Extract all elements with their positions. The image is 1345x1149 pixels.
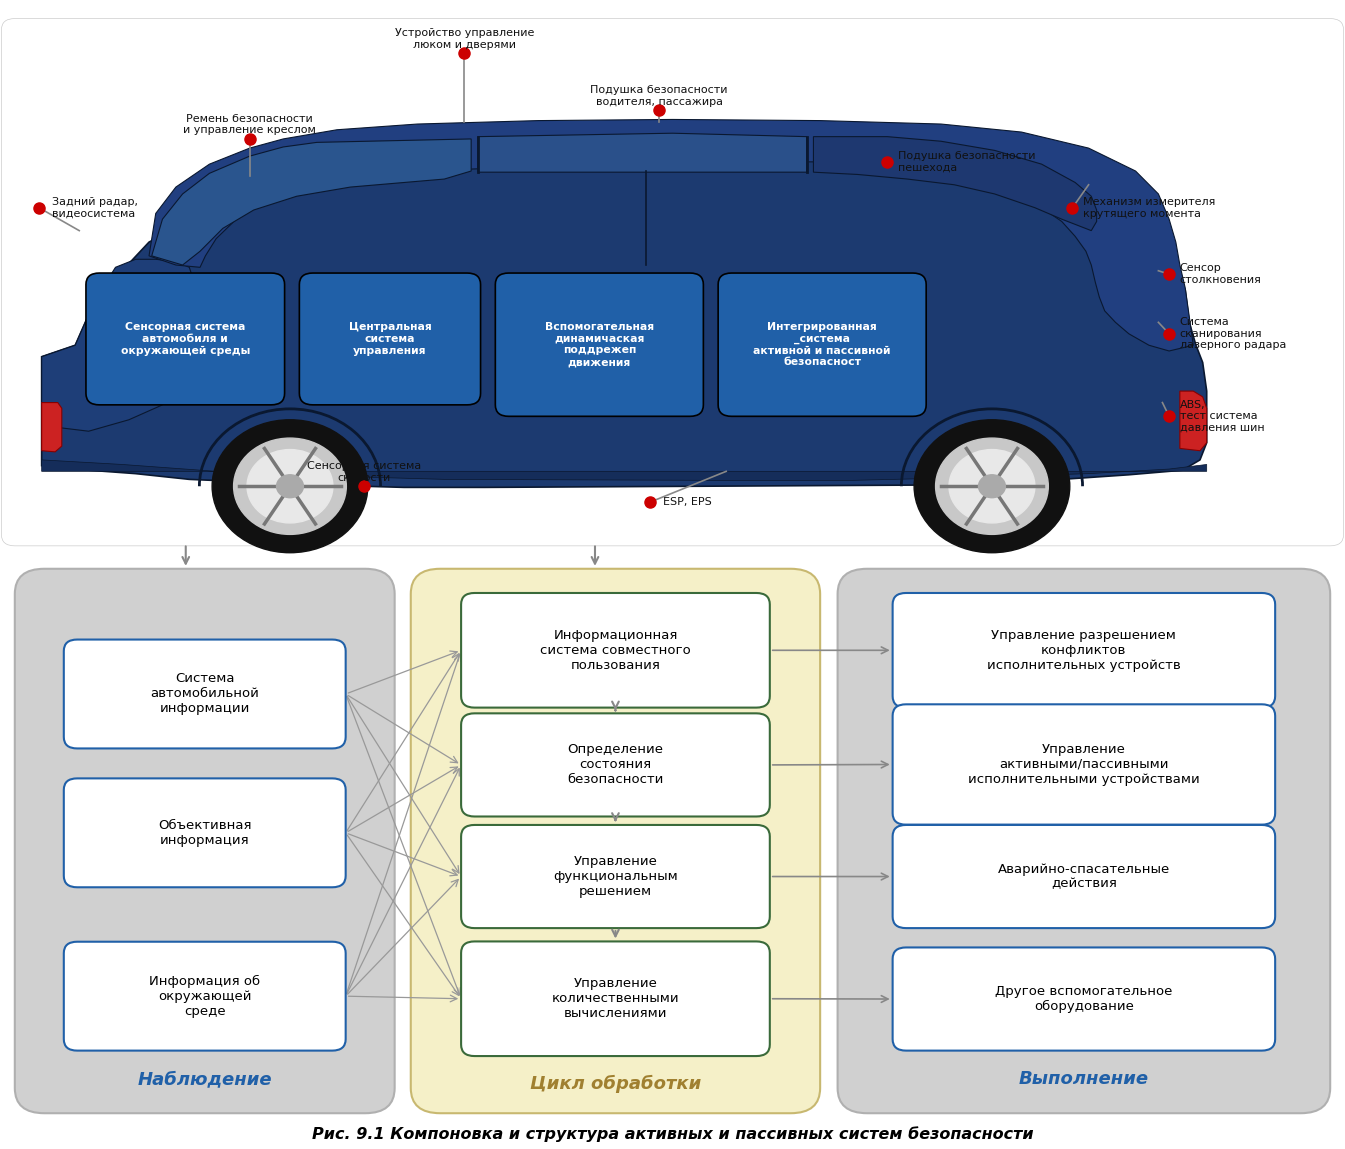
Circle shape [936,438,1048,534]
Text: Другое вспомогательное
оборудование: Другое вспомогательное оборудование [995,985,1173,1013]
Circle shape [213,419,367,553]
Circle shape [979,475,1005,498]
Text: Выполнение: Выполнение [1018,1070,1149,1088]
Text: Управление
количественными
вычислениями: Управление количественными вычислениями [551,978,679,1020]
Circle shape [950,449,1034,523]
FancyBboxPatch shape [1,18,1344,546]
FancyBboxPatch shape [461,825,769,928]
Text: Подушка безопасности
водителя, пассажира: Подушка безопасности водителя, пассажира [590,85,728,107]
FancyBboxPatch shape [461,593,769,708]
Text: Центральная
система
управления: Центральная система управления [348,323,432,355]
Polygon shape [152,139,471,265]
FancyBboxPatch shape [893,704,1275,825]
FancyBboxPatch shape [718,273,927,416]
FancyBboxPatch shape [838,569,1330,1113]
Text: Управление
активными/пассивными
исполнительными устройствами: Управление активными/пассивными исполнит… [968,743,1200,786]
Text: ABS,
тест система
давления шин: ABS, тест система давления шин [1180,400,1264,433]
Text: Аварийно-спасательные
действия: Аварийно-спасательные действия [998,863,1170,890]
Circle shape [247,449,334,523]
Circle shape [234,438,347,534]
Text: Вспомогательная
динамичаская
поддрежеп
движения: Вспомогательная динамичаская поддрежеп д… [545,322,654,367]
Circle shape [915,419,1069,553]
Text: Сенсорная система
скорости: Сенсорная система скорости [307,461,421,483]
Text: Система
автомобильной
информации: Система автомобильной информации [151,672,260,716]
Polygon shape [42,402,62,452]
FancyBboxPatch shape [893,948,1275,1050]
Text: Сенсорная система
автомобиля и
окружающей среды: Сенсорная система автомобиля и окружающе… [121,323,250,355]
FancyBboxPatch shape [461,941,769,1056]
FancyBboxPatch shape [86,273,285,404]
Text: Интегрированная
_система
активной и пассивной
безопасност: Интегрированная _система активной и пасс… [753,322,890,368]
FancyBboxPatch shape [495,273,703,416]
Text: Ремень безопасности
и управление креслом: Ремень безопасности и управление креслом [183,114,316,136]
Text: ESP, EPS: ESP, EPS [663,498,712,508]
Circle shape [277,475,304,498]
Polygon shape [42,460,1206,480]
Text: Определение
состояния
безопасности: Определение состояния безопасности [568,743,663,786]
Text: Задний радар,
видеосистема: Задний радар, видеосистема [52,196,139,218]
Polygon shape [814,137,1096,231]
Text: Управление разрешением
конфликтов
исполнительных устройств: Управление разрешением конфликтов исполн… [987,629,1181,672]
Text: Наблюдение: Наблюдение [137,1070,272,1088]
Text: Подушка безопасности
пешехода: Подушка безопасности пешехода [898,151,1036,172]
FancyBboxPatch shape [893,593,1275,708]
Text: Рис. 9.1 Компоновка и структура активных и пассивных систем безопасности: Рис. 9.1 Компоновка и структура активных… [312,1126,1033,1142]
Polygon shape [149,119,1193,350]
FancyBboxPatch shape [63,640,346,748]
Text: Механизм измерителя
крутящего момента: Механизм измерителя крутящего момента [1083,196,1216,218]
Polygon shape [477,133,807,172]
FancyBboxPatch shape [15,569,394,1113]
Text: Объективная
информация: Объективная информация [157,819,252,847]
FancyBboxPatch shape [300,273,480,404]
FancyBboxPatch shape [893,825,1275,928]
FancyBboxPatch shape [461,714,769,817]
FancyBboxPatch shape [410,569,820,1113]
Text: Устройство управление
люком и дверями: Устройство управление люком и дверями [395,28,534,49]
Text: Система
сканирования
лазерного радара: Система сканирования лазерного радара [1180,317,1286,350]
Polygon shape [42,260,203,431]
Text: Цикл обработки: Цикл обработки [530,1074,701,1093]
Text: Сенсор
столкновения: Сенсор столкновения [1180,263,1262,285]
Text: Управление
функциональным
решением: Управление функциональным решением [553,855,678,899]
Text: Информация об
окружающей
среде: Информация об окружающей среде [149,974,261,1018]
FancyBboxPatch shape [63,942,346,1050]
FancyBboxPatch shape [63,778,346,887]
Text: Информационная
система совместного
пользования: Информационная система совместного польз… [541,629,691,672]
Polygon shape [1180,391,1206,450]
Polygon shape [42,122,1206,487]
